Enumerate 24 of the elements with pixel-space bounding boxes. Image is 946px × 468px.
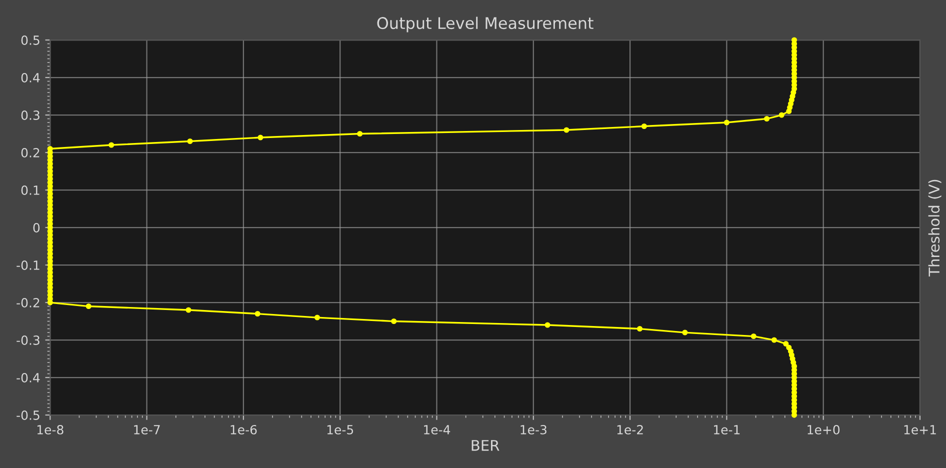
y-tick-label: -0.3 [16,335,40,345]
x-tick-label: 1e-7 [134,425,160,434]
y-tick-label: -0.2 [16,298,40,308]
x-tick-label: 1e+1 [904,425,936,434]
x-tick-label: 1e-8 [37,424,64,434]
y-tick-label: 0.4 [21,72,40,82]
x-tick-label: 1e-5 [327,425,354,434]
y-tick-label: -0.1 [16,260,40,270]
x-axis-title: BER [472,440,500,451]
y-tick-label: 0.1 [21,185,40,195]
x-tick-label: 1e-2 [617,424,643,434]
y-tick-label: 0.5 [21,35,40,45]
x-tick-label: 1e-3 [520,424,546,434]
x-tick-label: 1e-1 [714,425,740,434]
y-axis-title: Threshold (V) [928,180,942,276]
y-tick-label: -0.5 [16,410,40,420]
x-tick-label: 1e-4 [424,425,450,434]
y-tick-label: 0 [33,222,40,232]
y-tick-label: 0.2 [21,148,40,158]
x-tick-label: 1e+0 [808,424,840,434]
chart-title: Output Level Measurement [377,16,594,32]
y-tick-label: 0.3 [21,110,40,120]
y-tick-label: -0.4 [16,372,40,382]
x-tick-label: 1e-6 [230,424,257,434]
